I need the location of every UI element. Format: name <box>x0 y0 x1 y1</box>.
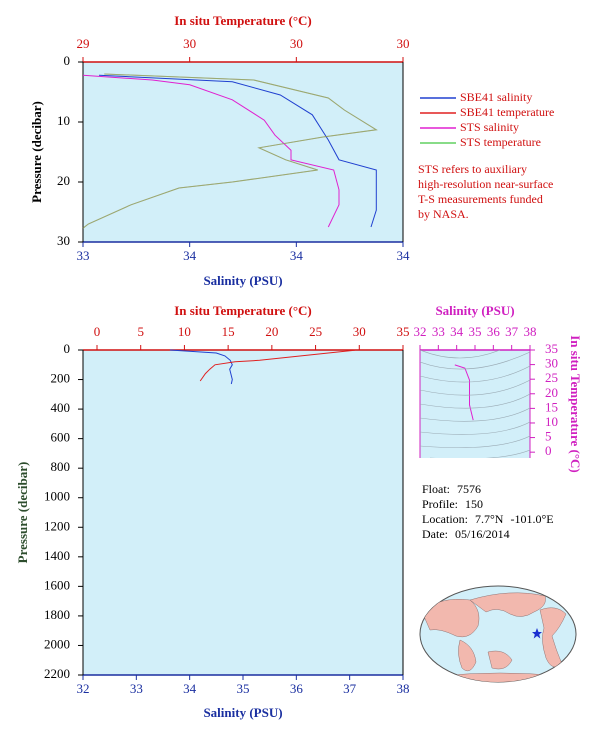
x2-axis-title: In situ Temperature (°C) <box>174 303 312 318</box>
x-tick-label: 35 <box>469 324 482 339</box>
plot-area <box>83 62 403 242</box>
x2-tick-label: 10 <box>178 324 191 339</box>
y-tick-label: 20 <box>545 385 558 400</box>
series-line <box>98 74 377 228</box>
y-tick-label: 20 <box>57 173 70 188</box>
y-axis-title: Pressure (decibar) <box>29 101 44 203</box>
y-tick-label: 5 <box>545 429 552 444</box>
y-tick-label: 10 <box>57 113 70 128</box>
series-group <box>454 364 474 421</box>
x2-tick-label: 30 <box>183 36 196 51</box>
x-tick-label: 34 <box>290 248 304 263</box>
series-line <box>82 73 378 229</box>
location-map <box>419 585 577 683</box>
y-tick-label: 1800 <box>44 607 70 622</box>
x-axis-title: Salinity (PSU) <box>203 273 282 288</box>
x-tick-label: 33 <box>77 248 90 263</box>
x2-tick-label: 35 <box>397 324 410 339</box>
x2-tick-label: 0 <box>94 324 101 339</box>
y-tick-label: 0 <box>545 443 552 458</box>
y-tick-label: 2200 <box>44 666 70 681</box>
x-axis-title: Salinity (PSU) <box>203 705 282 720</box>
x2-tick-label: 15 <box>222 324 235 339</box>
info-line: Location: 7.7°N -101.0°E <box>422 512 554 526</box>
profile-chart: 32 33 34 35 36 37 38 Salinity (PSU) 0 5 10 15 20 25 30… <box>15 303 410 720</box>
x-tick-label: 35 <box>237 681 250 696</box>
y-tick-label: 1000 <box>44 489 70 504</box>
y-axis-title: Pressure (decibar) <box>15 462 30 564</box>
x-tick-label: 37 <box>505 324 519 339</box>
y-tick-label: 0 <box>64 341 71 356</box>
series-group <box>169 349 355 385</box>
x-tick-label: 38 <box>397 681 410 696</box>
x-tick-label: 33 <box>432 324 445 339</box>
series-line <box>82 74 340 228</box>
x-tick-label: 34 <box>183 681 197 696</box>
y-tick-label: 2000 <box>44 636 70 651</box>
y-tick-label: 200 <box>51 371 71 386</box>
x2-tick-label: 30 <box>353 324 366 339</box>
y-tick-label: 600 <box>51 430 71 445</box>
chart-title: Salinity (PSU) <box>435 303 514 318</box>
info-line: Date: 05/16/2014 <box>422 527 510 541</box>
note-text: T-S measurements funded <box>418 192 543 206</box>
x2-tick-label: 25 <box>309 324 322 339</box>
y-tick-label: 0 <box>64 53 71 68</box>
x2-tick-label: 20 <box>265 324 278 339</box>
legend-label: SBE41 salinity <box>460 90 532 104</box>
y-tick-label: 1400 <box>44 548 70 563</box>
y-tick-label: 1600 <box>44 577 70 592</box>
y-tick-label: 30 <box>545 356 558 371</box>
x-tick-label: 36 <box>487 324 501 339</box>
y-tick-label: 10 <box>545 414 558 429</box>
legend-label: SBE41 temperature <box>460 105 554 119</box>
y-tick-label: 30 <box>57 233 70 248</box>
x-tick-label: 33 <box>130 681 143 696</box>
info-line: Float: 7576 <box>422 482 481 496</box>
x2-tick-label: 30 <box>290 36 303 51</box>
x2-tick-label: 5 <box>137 324 144 339</box>
plot-area <box>83 350 403 675</box>
y-tick-label: 400 <box>51 400 71 415</box>
series-line <box>454 364 474 421</box>
legend-label: STS salinity <box>460 120 519 134</box>
note-text: high-resolution near-surface <box>418 177 553 191</box>
x2-axis-title: In situ Temperature (°C) <box>174 13 312 28</box>
series-line <box>199 349 355 382</box>
x-tick-label: 36 <box>290 681 304 696</box>
x-tick-label: 37 <box>343 681 357 696</box>
note-text: STS refers to auxiliary <box>418 162 527 176</box>
x-tick-label: 34 <box>183 248 197 263</box>
y-axis-title: In situ Temperature (°C) <box>568 335 583 473</box>
y-tick-label: 35 <box>545 341 558 356</box>
series-group <box>82 73 378 229</box>
y-tick-label: 25 <box>545 370 558 385</box>
x-tick-label: 38 <box>524 324 537 339</box>
x-tick-label: 34 <box>450 324 464 339</box>
density-contours <box>420 350 530 458</box>
info-line: Profile: 150 <box>422 497 483 511</box>
x2-tick-label: 30 <box>397 36 410 51</box>
x-tick-label: 32 <box>414 324 427 339</box>
legend-label: STS temperature <box>460 135 541 149</box>
y-tick-label: 1200 <box>44 518 70 533</box>
note-text: by NASA. <box>418 207 469 221</box>
top-chart: 33 34 34 34 Salinity (PSU) 29 30 30 30 In situ Te… <box>29 13 554 288</box>
x-tick-label: 32 <box>77 681 90 696</box>
y-tick-label: 800 <box>51 459 71 474</box>
x2-tick-label: 29 <box>77 36 90 51</box>
y-tick-label: 15 <box>545 399 558 414</box>
x-tick-label: 34 <box>397 248 411 263</box>
